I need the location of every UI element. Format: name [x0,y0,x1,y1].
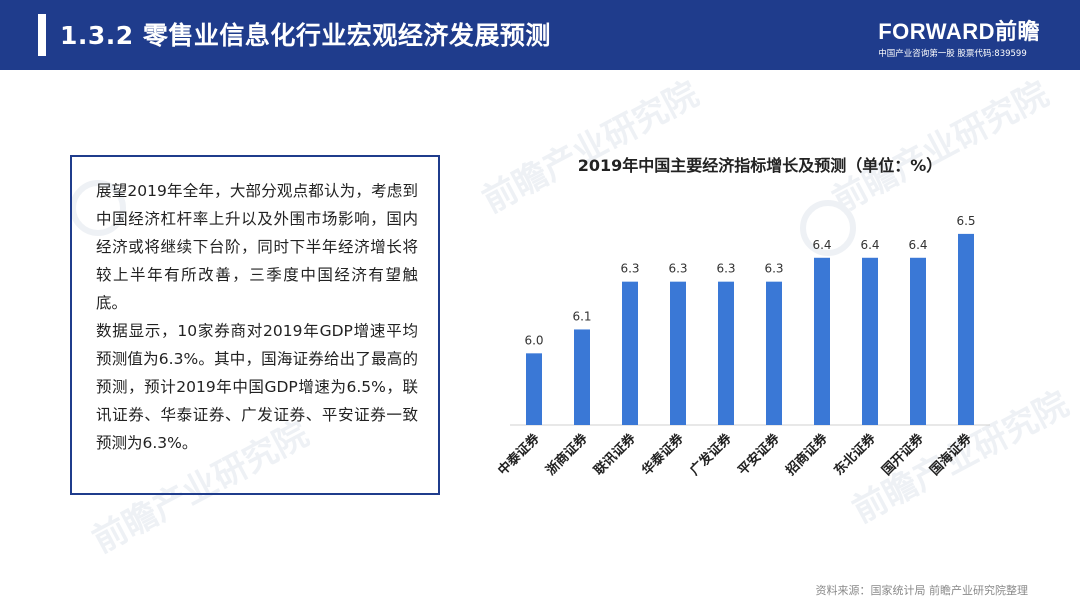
page-title: 1.3.2 零售业信息化行业宏观经济发展预测 [60,21,551,50]
category-label-1: 中泰证券 [495,430,544,479]
data-label-2: 6.1 [572,309,591,323]
watermark-logo-icon [800,200,856,256]
category-label-9: 国开证券 [879,430,928,479]
bar-9 [910,257,926,425]
data-label-4: 6.3 [668,262,687,276]
brand-logo: FORWARD前瞻 中国产业咨询第一股 股票代码:839599 [878,14,1040,59]
category-label-6: 平安证券 [735,430,784,479]
category-label-7: 招商证券 [783,430,832,479]
bar-10 [958,233,974,425]
data-label-10: 6.5 [956,214,975,228]
bar-2 [574,329,590,425]
header-accent-bar [38,14,46,56]
category-label-8: 东北证券 [831,430,880,479]
category-label-3: 联讯证券 [591,430,640,479]
category-label-5: 广发证券 [687,430,736,479]
summary-paragraph-1: 展望2019年全年，大部分观点都认为，考虑到中国经济杠杆率上升以及外围市场影响，… [96,182,418,312]
bar-6 [766,281,782,425]
data-label-6: 6.3 [764,262,783,276]
summary-paragraph-2: 数据显示，10家券商对2019年GDP增速平均预测值为6.3%。其中，国海证券给… [96,322,418,452]
data-label-1: 6.0 [524,333,543,347]
category-label-10: 国海证券 [927,430,976,479]
bar-8 [862,257,878,425]
data-label-5: 6.3 [716,262,735,276]
chart-title: 2019年中国主要经济指标增长及预测（单位：%） [577,156,943,175]
chart-plot: 6.0 中泰证券 6.1 浙商证券 6.3 联讯证券 6.3 华泰证券 6.3 广发证券 6.3 平安… [495,214,990,479]
category-label-4: 华泰证券 [639,430,688,479]
logo-tagline: 中国产业咨询第一股 股票代码:839599 [878,49,1027,59]
page-header: 1.3.2 零售业信息化行业宏观经济发展预测 FORWARD前瞻 中国产业咨询第… [0,0,1080,70]
category-label-2: 浙商证券 [543,430,592,479]
source-note: 资料来源：国家统计局 前瞻产业研究院整理 [815,584,1029,597]
bar-1 [526,353,542,425]
data-label-8: 6.4 [860,238,879,252]
data-label-3: 6.3 [620,262,639,276]
bar-7 [814,257,830,425]
data-label-9: 6.4 [908,238,927,252]
summary-text-box: 展望2019年全年，大部分观点都认为，考虑到中国经济杠杆率上升以及外围市场影响，… [70,155,440,495]
bar-3 [622,281,638,425]
watermark-logo-icon [70,180,126,236]
bar-4 [670,281,686,425]
logo-brand-text: FORWARD前瞻 [878,19,1040,44]
bar-5 [718,281,734,425]
gdp-forecast-chart: 2019年中国主要经济指标增长及预测（单位：%） 6.0 中泰证券 6.1 浙商证券 6… [480,140,1040,520]
data-label-7: 6.4 [812,238,831,252]
